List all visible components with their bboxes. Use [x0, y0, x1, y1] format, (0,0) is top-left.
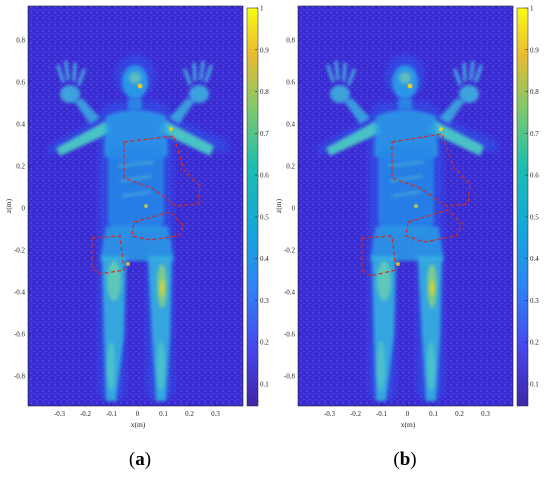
x-axis-a: -0.3 -0.2 -0.1 0 0.1 0.2 0.3: [54, 403, 220, 418]
caption-a-open: (: [128, 449, 136, 470]
x-tick-label: 0.3: [481, 410, 490, 418]
x-tick-label: -0.2: [80, 410, 92, 418]
colorbar-tick-label: 0.7: [530, 130, 539, 138]
x-tick-label: 0.1: [429, 410, 438, 418]
caption-a-letter: a: [135, 449, 145, 470]
colorbar-tick-label: 0.5: [530, 213, 539, 221]
colorbar-tick-label: 0.1: [260, 381, 269, 389]
caption-a: (a): [110, 449, 170, 471]
waist-object-outline-b: [405, 209, 463, 243]
annotation-outlines-a: [91, 135, 201, 275]
colorbar-tick-label: 0.2: [260, 339, 269, 347]
z-tick-label: 0.4: [16, 121, 25, 129]
z-tick-label: 0.6: [16, 79, 25, 87]
colorbar-tick-label: 1: [530, 5, 534, 13]
colorbar-tick-label: 0.2: [530, 339, 539, 347]
waist-object-outline-a: [131, 211, 185, 241]
x-tick-label: 0: [406, 410, 410, 418]
z-tick-label: 0: [292, 205, 296, 213]
z-tick-label: -0.8: [284, 373, 296, 381]
x-axis-b: -0.3 -0.2 -0.1 0 0.1 0.2 0.3: [324, 403, 490, 418]
z-tick-label: 0.8: [16, 37, 25, 45]
image-area-a: [27, 5, 244, 407]
colorbar-tick-label: 0.6: [260, 172, 269, 180]
colorbar-tick-label: 0.5: [260, 213, 269, 221]
colorbar-tick-label: 0.6: [530, 172, 539, 180]
z-tick-label: 0.2: [16, 163, 25, 171]
z-tick-label: -0.4: [14, 289, 26, 297]
colorbar-a: 1 0.9 0.8 0.7 0.6 0.5 0.4 0.3 0.2 0.1: [246, 5, 269, 407]
chest-object-outline-a: [123, 135, 201, 207]
x-tick-label: -0.1: [376, 410, 388, 418]
colorbar-tick-label: 0.9: [530, 46, 539, 54]
z-tick-label: 0: [22, 205, 26, 213]
colorbar-tick-label: 0.3: [530, 297, 539, 305]
z-axis-a: 0.8 0.6 0.4 0.2 0 -0.2 -0.4 -0.6 -0.8: [14, 37, 31, 381]
colorbar-tick-label: 0.8: [530, 88, 539, 96]
x-tick-label: -0.3: [324, 410, 336, 418]
z-tick-label: -0.2: [14, 247, 26, 255]
chest-object-outline-b: [391, 133, 471, 207]
colorbar-tick-label: 0.9: [260, 46, 269, 54]
z-tick-label: -0.6: [14, 331, 26, 339]
caption-b-letter: b: [399, 449, 411, 470]
z-tick-label: -0.8: [14, 373, 26, 381]
z-tick-label: -0.6: [284, 331, 296, 339]
colorbar-tick-label: 0.4: [530, 255, 539, 263]
colorbar-tick-label: 0.7: [260, 130, 269, 138]
z-tick-label: 0.6: [286, 79, 295, 87]
x-tick-label: 0.2: [455, 410, 464, 418]
x-tick-label: -0.2: [350, 410, 362, 418]
x-tick-label: -0.1: [106, 410, 118, 418]
caption-b-open: (: [393, 449, 400, 470]
colorbar-tick-label: 0.8: [260, 88, 269, 96]
x-tick-label: 0.2: [185, 410, 194, 418]
colorbar-tick-label: 1: [260, 5, 264, 13]
annotation-outlines-b: [361, 133, 471, 277]
z-axis-label-a: z(m): [4, 198, 13, 213]
z-tick-label: 0.4: [286, 121, 295, 129]
panel-a: 0.80.60.40.20-0.2-0.4-0.6-0.8 -0.3 -0.2 -0…: [4, 5, 269, 430]
caption-b-close: ): [410, 449, 417, 470]
x-tick-label: 0.3: [211, 410, 220, 418]
z-tick-label: -0.2: [284, 247, 296, 255]
z-axis-b: 0.8 0.6 0.4 0.2 0 -0.2 -0.4 -0.6 -0.8: [284, 37, 301, 381]
z-axis-label-b: z(m): [274, 198, 283, 213]
colorbar-tick-label: 0.4: [260, 255, 269, 263]
hip-object-outline-a: [91, 235, 125, 275]
z-tick-label: 0.2: [286, 163, 295, 171]
x-axis-label-a: x(m): [131, 420, 146, 429]
image-area-b: [297, 5, 514, 407]
x-tick-label: 0.1: [159, 410, 168, 418]
x-axis-label-b: x(m): [401, 420, 416, 429]
x-tick-label: 0: [136, 410, 140, 418]
colorbar-tick-label: 0.3: [260, 297, 269, 305]
colorbar-b: 1 0.9 0.8 0.7 0.6 0.5 0.4 0.3 0.2 0.1: [516, 5, 539, 407]
caption-a-close: ): [144, 449, 152, 470]
z-tick-label: 0.8: [286, 37, 295, 45]
colorbar-tick-label: 0.1: [530, 381, 539, 389]
x-tick-label: -0.3: [54, 410, 66, 418]
caption-b: (b): [375, 449, 435, 471]
z-tick-label: -0.4: [284, 289, 296, 297]
hip-object-outline-b: [361, 235, 397, 277]
panel-b: 0.80.60.40.20-0.2-0.4-0.6-0.8 -0.3 -0.2 -0…: [274, 5, 539, 430]
